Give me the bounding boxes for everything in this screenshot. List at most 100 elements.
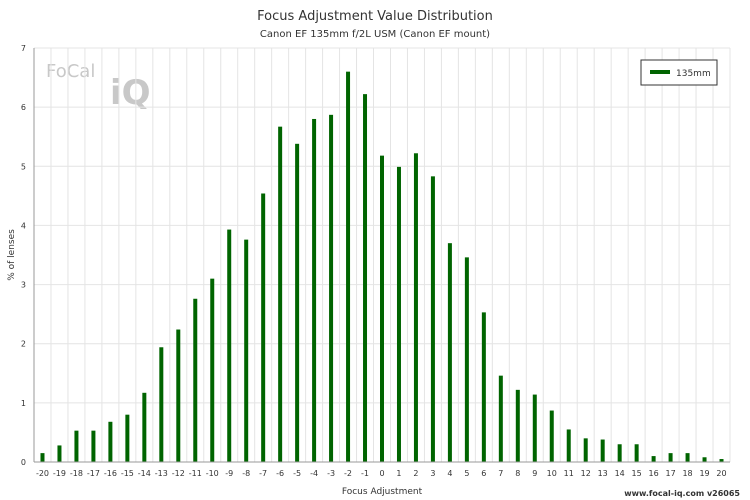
- y-tick-label: 5: [21, 162, 26, 171]
- y-tick-label: 7: [21, 44, 26, 53]
- bar: [498, 375, 503, 462]
- bar: [108, 421, 113, 462]
- bar: [515, 389, 520, 462]
- x-tick-label: 5: [464, 469, 469, 478]
- bar: [430, 176, 435, 462]
- y-tick-label: 4: [21, 221, 26, 230]
- x-tick-label: -16: [104, 469, 117, 478]
- bar: [142, 392, 147, 462]
- x-tick-label: 1: [396, 469, 401, 478]
- y-tick-label: 0: [21, 458, 26, 467]
- bar: [396, 166, 401, 462]
- x-tick-label: 19: [699, 469, 709, 478]
- x-tick-label: 2: [413, 469, 418, 478]
- chart-subtitle: Canon EF 135mm f/2L USM (Canon EF mount): [260, 29, 490, 40]
- bar: [346, 71, 351, 463]
- bar: [481, 312, 486, 462]
- y-tick-label: 6: [21, 103, 26, 112]
- bar: [685, 453, 690, 462]
- x-tick-label: 8: [515, 469, 520, 478]
- x-axis-label: Focus Adjustment: [342, 487, 423, 497]
- x-tick-label: -14: [138, 469, 151, 478]
- bar: [363, 94, 368, 462]
- x-tick-label: -4: [310, 469, 318, 478]
- bar: [464, 257, 469, 462]
- x-tick-label: 13: [598, 469, 608, 478]
- bar: [193, 298, 198, 462]
- x-tick-label: 11: [564, 469, 574, 478]
- bar: [312, 118, 317, 462]
- bar: [617, 444, 622, 462]
- x-tick-label: 15: [632, 469, 642, 478]
- bar: [600, 439, 605, 462]
- bar: [278, 126, 283, 462]
- bar: [719, 459, 724, 462]
- bar: [261, 193, 266, 462]
- x-tick-label: -2: [344, 469, 352, 478]
- bar: [702, 457, 707, 462]
- x-tick-label: -3: [327, 469, 335, 478]
- bar: [125, 414, 130, 462]
- focal-logo: FoCal iQ: [46, 61, 151, 113]
- bar: [566, 429, 571, 462]
- x-tick-label: 9: [532, 469, 537, 478]
- x-tick-label: -13: [155, 469, 168, 478]
- bar: [159, 347, 164, 462]
- x-tick-label: -7: [259, 469, 267, 478]
- footer-text: www.focal-iq.com v26065: [624, 489, 740, 498]
- x-tick-label: 10: [547, 469, 557, 478]
- x-tick-label: -10: [206, 469, 219, 478]
- bar: [210, 278, 215, 462]
- x-tick-label: -20: [36, 469, 49, 478]
- x-tick-label: -5: [293, 469, 301, 478]
- x-tick-label: -17: [87, 469, 100, 478]
- y-tick-label: 3: [21, 281, 26, 290]
- bar: [583, 438, 588, 462]
- legend-label: 135mm: [676, 69, 711, 79]
- bar: [227, 229, 232, 462]
- x-tick-label: -18: [70, 469, 83, 478]
- bar: [651, 456, 656, 462]
- x-tick-label: -8: [242, 469, 250, 478]
- bar: [549, 410, 554, 462]
- bars: [40, 71, 724, 463]
- x-tick-label: 20: [716, 469, 726, 478]
- logo-iq-text: iQ: [110, 73, 151, 113]
- bar: [634, 444, 639, 462]
- legend: 135mm: [640, 59, 718, 86]
- bar: [413, 153, 418, 462]
- x-tick-label: 18: [682, 469, 692, 478]
- bar: [329, 114, 334, 463]
- x-tick-label: -15: [121, 469, 134, 478]
- bar: [295, 143, 300, 462]
- y-axis-label: % of lenses: [7, 229, 17, 281]
- x-tick-label: -12: [172, 469, 185, 478]
- x-tick-label: 16: [649, 469, 659, 478]
- bar: [447, 243, 452, 462]
- bar: [57, 445, 62, 462]
- bar: [244, 239, 249, 462]
- bar: [91, 430, 96, 462]
- bar: [74, 430, 79, 462]
- x-tick-label: 0: [379, 469, 384, 478]
- x-tick-label: -1: [361, 469, 369, 478]
- x-tick-label: -6: [276, 469, 284, 478]
- bar: [668, 453, 673, 462]
- x-tick-label: 7: [498, 469, 503, 478]
- x-tick-label: 3: [430, 469, 435, 478]
- x-tick-label: 17: [665, 469, 675, 478]
- logo-text: FoCal: [46, 61, 95, 82]
- x-tick-label: -19: [53, 469, 66, 478]
- bar: [40, 453, 45, 462]
- x-tick-label: -11: [189, 469, 202, 478]
- chart-title: Focus Adjustment Value Distribution: [257, 9, 493, 24]
- x-tick-label: 4: [447, 469, 452, 478]
- bar: [532, 394, 537, 462]
- bar: [380, 155, 384, 462]
- x-tick-label: 14: [615, 469, 625, 478]
- y-tick-label: 1: [21, 399, 26, 408]
- x-tick-label: 12: [581, 469, 591, 478]
- y-tick-label: 2: [21, 340, 26, 349]
